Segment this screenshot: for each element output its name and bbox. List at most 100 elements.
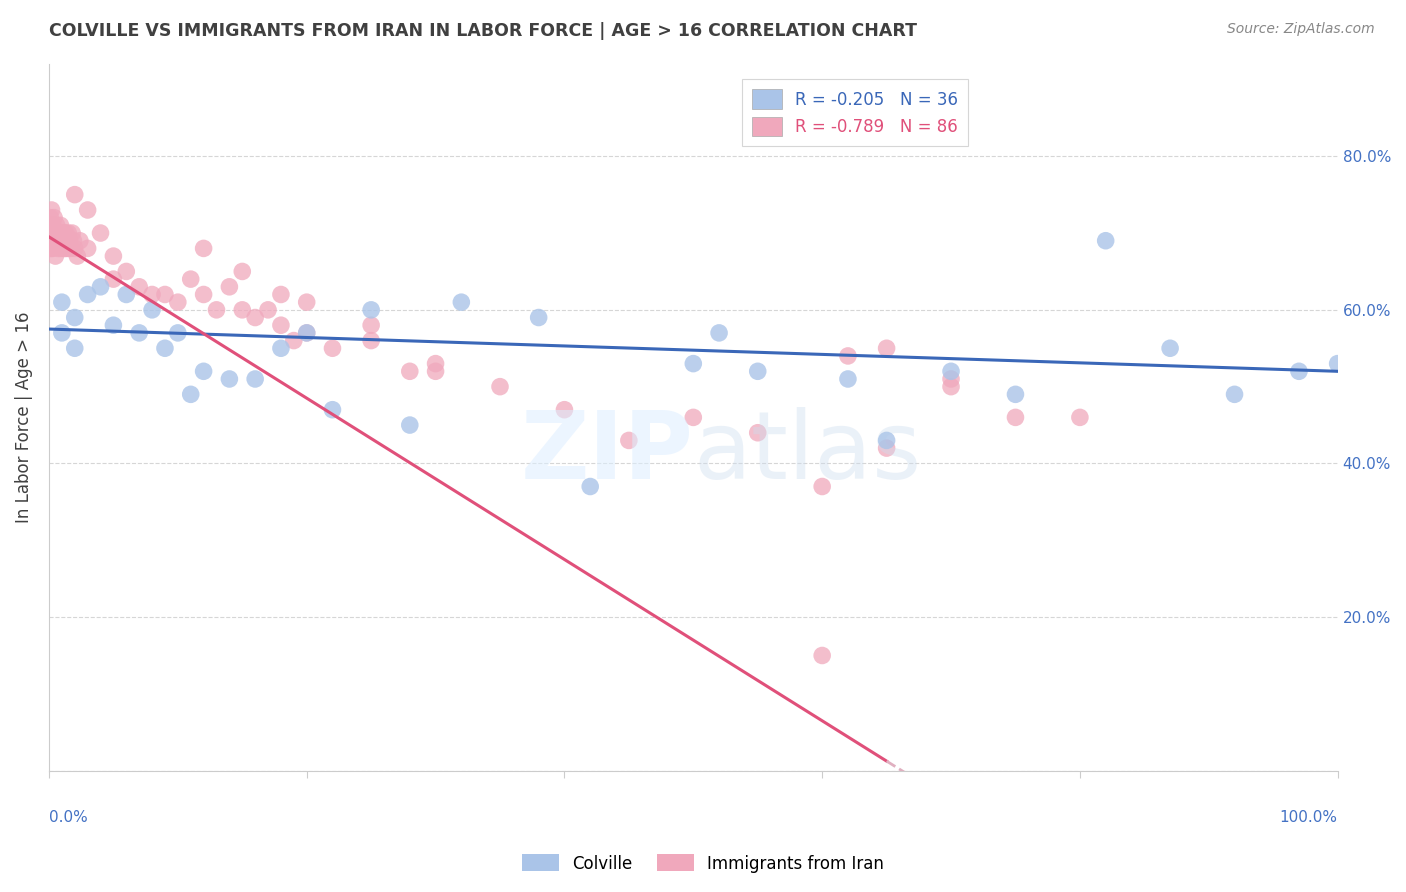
Text: ZIP: ZIP [520,407,693,499]
Point [45,234,67,248]
Point [398,418,420,433]
Point [398,364,420,378]
Point [53,241,76,255]
Point [553,402,575,417]
Point [811,648,834,663]
Point [41,226,63,240]
Point [180,272,202,286]
Point [166,326,188,340]
Point [48,226,70,240]
Point [321,341,343,355]
Point [51,295,73,310]
Point [42,211,65,225]
Point [39,211,62,225]
Point [62,234,84,248]
Point [283,334,305,348]
Point [1288,364,1310,378]
Point [42,241,65,255]
Point [707,326,730,340]
Point [1223,387,1246,401]
Point [58,226,80,240]
Point [270,341,292,355]
Point [243,310,266,325]
Point [41,219,63,233]
Point [48,234,70,248]
Point [46,241,69,255]
Point [811,479,834,493]
Point [205,302,228,317]
Point [115,287,138,301]
Point [76,202,98,217]
Point [939,364,962,378]
Point [42,234,65,248]
Point [44,226,66,240]
Point [270,318,292,333]
Legend: Colville, Immigrants from Iran: Colville, Immigrants from Iran [515,847,891,880]
Point [89,226,111,240]
Legend: R = -0.205   N = 36, R = -0.789   N = 86: R = -0.205 N = 36, R = -0.789 N = 86 [742,79,969,146]
Point [876,441,898,455]
Point [51,326,73,340]
Point [153,287,176,301]
Point [63,241,86,255]
Point [63,310,86,325]
Point [193,241,215,255]
Point [103,318,125,333]
Point [1094,234,1116,248]
Point [39,241,62,255]
Point [231,264,253,278]
Point [69,234,91,248]
Point [257,302,280,317]
Point [1326,357,1348,371]
Point [60,226,83,240]
Point [193,287,215,301]
Point [63,341,86,355]
Point [939,379,962,393]
Point [579,479,602,493]
Point [747,364,769,378]
Point [89,280,111,294]
Point [360,318,382,333]
Point [243,372,266,386]
Point [747,425,769,440]
Point [76,241,98,255]
Point [41,202,63,217]
Point [128,326,150,340]
Point [66,249,89,263]
Text: Source: ZipAtlas.com: Source: ZipAtlas.com [1227,22,1375,37]
Point [425,357,447,371]
Point [1069,410,1091,425]
Point [425,364,447,378]
Text: 100.0%: 100.0% [1279,810,1337,824]
Point [115,264,138,278]
Point [141,302,163,317]
Point [231,302,253,317]
Point [39,234,62,248]
Point [360,334,382,348]
Point [59,241,82,255]
Point [58,234,80,248]
Point [360,302,382,317]
Point [682,410,704,425]
Point [617,434,640,448]
Y-axis label: In Labor Force | Age > 16: In Labor Force | Age > 16 [15,311,32,523]
Point [166,295,188,310]
Text: COLVILLE VS IMMIGRANTS FROM IRAN IN LABOR FORCE | AGE > 16 CORRELATION CHART: COLVILLE VS IMMIGRANTS FROM IRAN IN LABO… [49,22,917,40]
Point [527,310,550,325]
Point [45,219,67,233]
Point [42,219,65,233]
Point [39,219,62,233]
Point [103,249,125,263]
Text: atlas: atlas [693,407,921,499]
Point [1159,341,1181,355]
Point [42,226,65,240]
Point [63,187,86,202]
Point [939,372,962,386]
Point [837,349,859,363]
Point [51,234,73,248]
Point [39,226,62,240]
Point [193,364,215,378]
Point [41,241,63,255]
Point [270,287,292,301]
Point [49,241,72,255]
